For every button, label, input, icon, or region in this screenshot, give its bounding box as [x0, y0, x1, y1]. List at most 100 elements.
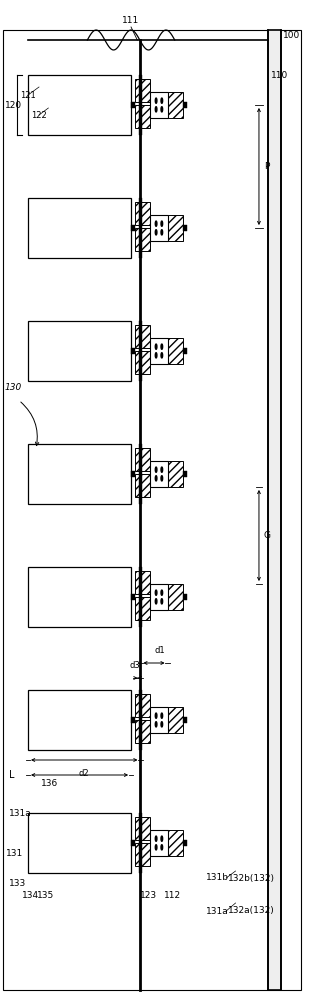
Bar: [28, 690, 131, 750]
Text: 135: 135: [37, 890, 54, 900]
Text: d3: d3: [129, 661, 140, 670]
Bar: [168, 92, 183, 118]
Text: 130: 130: [5, 383, 22, 392]
Text: 132a(132): 132a(132): [228, 906, 275, 916]
Circle shape: [161, 107, 163, 112]
Bar: [168, 707, 183, 733]
Text: 134: 134: [22, 890, 39, 900]
Bar: [135, 351, 150, 374]
Bar: [168, 461, 183, 487]
Bar: [183, 594, 187, 600]
Text: L: L: [9, 770, 15, 780]
Bar: [135, 105, 150, 128]
Circle shape: [161, 599, 163, 604]
Bar: [139, 75, 142, 135]
Circle shape: [155, 836, 157, 841]
Bar: [183, 471, 187, 477]
Bar: [28, 444, 131, 504]
Circle shape: [155, 476, 157, 481]
Bar: [135, 843, 150, 866]
Text: 132b(132): 132b(132): [228, 874, 275, 882]
Bar: [168, 830, 183, 856]
Text: 121: 121: [20, 91, 36, 100]
Bar: [150, 830, 168, 856]
Bar: [183, 717, 187, 723]
Bar: [131, 102, 135, 108]
Bar: [183, 840, 187, 846]
Bar: [135, 597, 150, 620]
Text: 131: 131: [6, 848, 23, 857]
Circle shape: [155, 845, 157, 850]
Bar: [150, 92, 168, 118]
Bar: [135, 571, 150, 594]
Text: 110: 110: [271, 70, 289, 80]
Bar: [131, 225, 135, 231]
Bar: [135, 474, 150, 497]
Bar: [268, 30, 281, 990]
Bar: [139, 198, 142, 258]
Circle shape: [161, 476, 163, 481]
Bar: [150, 707, 168, 733]
Circle shape: [161, 353, 163, 358]
Bar: [150, 215, 168, 241]
Text: 131b: 131b: [206, 874, 229, 882]
Bar: [131, 471, 135, 477]
Circle shape: [161, 590, 163, 595]
Circle shape: [155, 230, 157, 235]
Text: 111: 111: [122, 16, 140, 25]
Bar: [135, 325, 150, 348]
Circle shape: [161, 98, 163, 103]
Text: d2: d2: [79, 769, 90, 778]
Circle shape: [155, 353, 157, 358]
Bar: [28, 813, 131, 873]
Bar: [168, 584, 183, 610]
Circle shape: [161, 344, 163, 349]
Text: d1: d1: [155, 646, 166, 655]
Bar: [135, 694, 150, 717]
Circle shape: [155, 344, 157, 349]
Bar: [150, 338, 168, 364]
Bar: [183, 102, 187, 108]
Bar: [139, 567, 142, 627]
Text: 133: 133: [9, 878, 27, 888]
Bar: [135, 228, 150, 251]
Bar: [28, 75, 131, 135]
Circle shape: [161, 722, 163, 727]
Bar: [139, 321, 142, 381]
Circle shape: [155, 722, 157, 727]
Circle shape: [155, 107, 157, 112]
Text: 122: 122: [31, 110, 47, 119]
Bar: [150, 584, 168, 610]
Bar: [28, 321, 131, 381]
Text: 131a: 131a: [9, 808, 32, 818]
Circle shape: [155, 713, 157, 718]
Bar: [131, 594, 135, 600]
Text: G: G: [264, 531, 271, 540]
Bar: [28, 567, 131, 627]
Bar: [135, 720, 150, 743]
Circle shape: [161, 467, 163, 472]
Bar: [131, 840, 135, 846]
Circle shape: [161, 221, 163, 226]
Circle shape: [155, 590, 157, 595]
Text: 100: 100: [283, 30, 300, 39]
Circle shape: [161, 230, 163, 235]
Bar: [135, 79, 150, 102]
Circle shape: [161, 836, 163, 841]
Bar: [131, 348, 135, 354]
Bar: [139, 444, 142, 504]
Text: 120: 120: [5, 101, 22, 109]
Text: 123: 123: [140, 890, 158, 900]
Bar: [168, 215, 183, 241]
Circle shape: [155, 98, 157, 103]
Text: 136: 136: [41, 778, 58, 788]
Bar: [183, 225, 187, 231]
Bar: [168, 338, 183, 364]
Bar: [150, 461, 168, 487]
Bar: [139, 690, 142, 750]
Bar: [135, 817, 150, 840]
Circle shape: [155, 599, 157, 604]
Circle shape: [155, 221, 157, 226]
Bar: [131, 717, 135, 723]
Bar: [28, 198, 131, 258]
